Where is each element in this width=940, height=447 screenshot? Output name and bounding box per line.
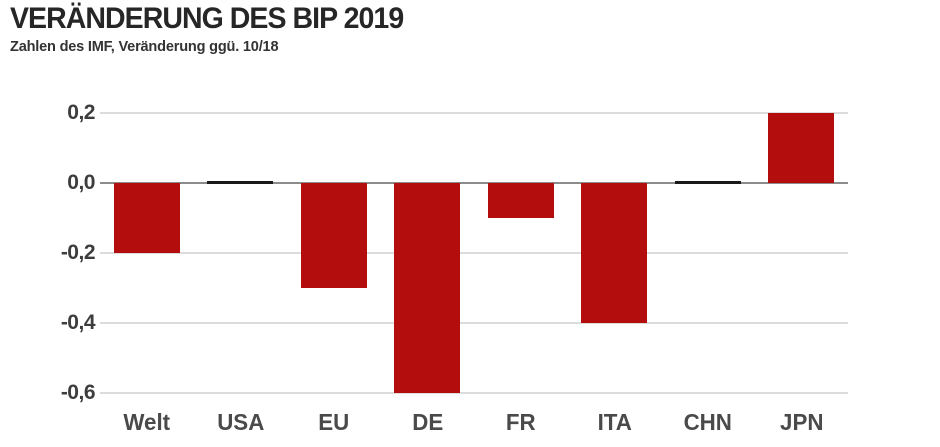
x-tick-label-jpn: JPN [779, 409, 823, 435]
x-tick-label-chn: CHN [683, 409, 732, 435]
x-tick-label-eu: EU [318, 409, 350, 435]
x-tick-label-ita: ITA [597, 409, 632, 435]
x-tick-label-usa: USA [216, 409, 264, 435]
gridline [100, 252, 848, 254]
y-tick-label: 0,2 [67, 101, 95, 124]
bar-welt [113, 183, 180, 253]
bar-usa-zero [207, 181, 274, 184]
bar-fr [487, 183, 554, 218]
gridline [100, 392, 848, 394]
y-tick-label: 0,0 [67, 171, 95, 194]
y-tick-label: -0,4 [60, 311, 96, 334]
y-tick-label: -0,2 [60, 241, 96, 264]
chart-subtitle: Zahlen des IMF, Veränderung ggü. 10/18 [10, 38, 279, 55]
gridline [100, 112, 848, 114]
y-tick-label: -0,6 [60, 381, 96, 404]
gridline [100, 322, 848, 324]
zero-axis-line [100, 182, 848, 184]
bar-jpn [768, 113, 835, 183]
bar-ita [581, 183, 648, 323]
x-tick-label-de: DE [411, 409, 443, 435]
x-tick-label-welt: Welt [123, 409, 171, 435]
bar-de [394, 183, 461, 393]
x-tick-label-fr: FR [505, 409, 536, 435]
bar-chn-zero [674, 181, 741, 184]
chart-title: VERÄNDERUNG DES BIP 2019 [10, 2, 404, 35]
bar-eu [300, 183, 367, 288]
